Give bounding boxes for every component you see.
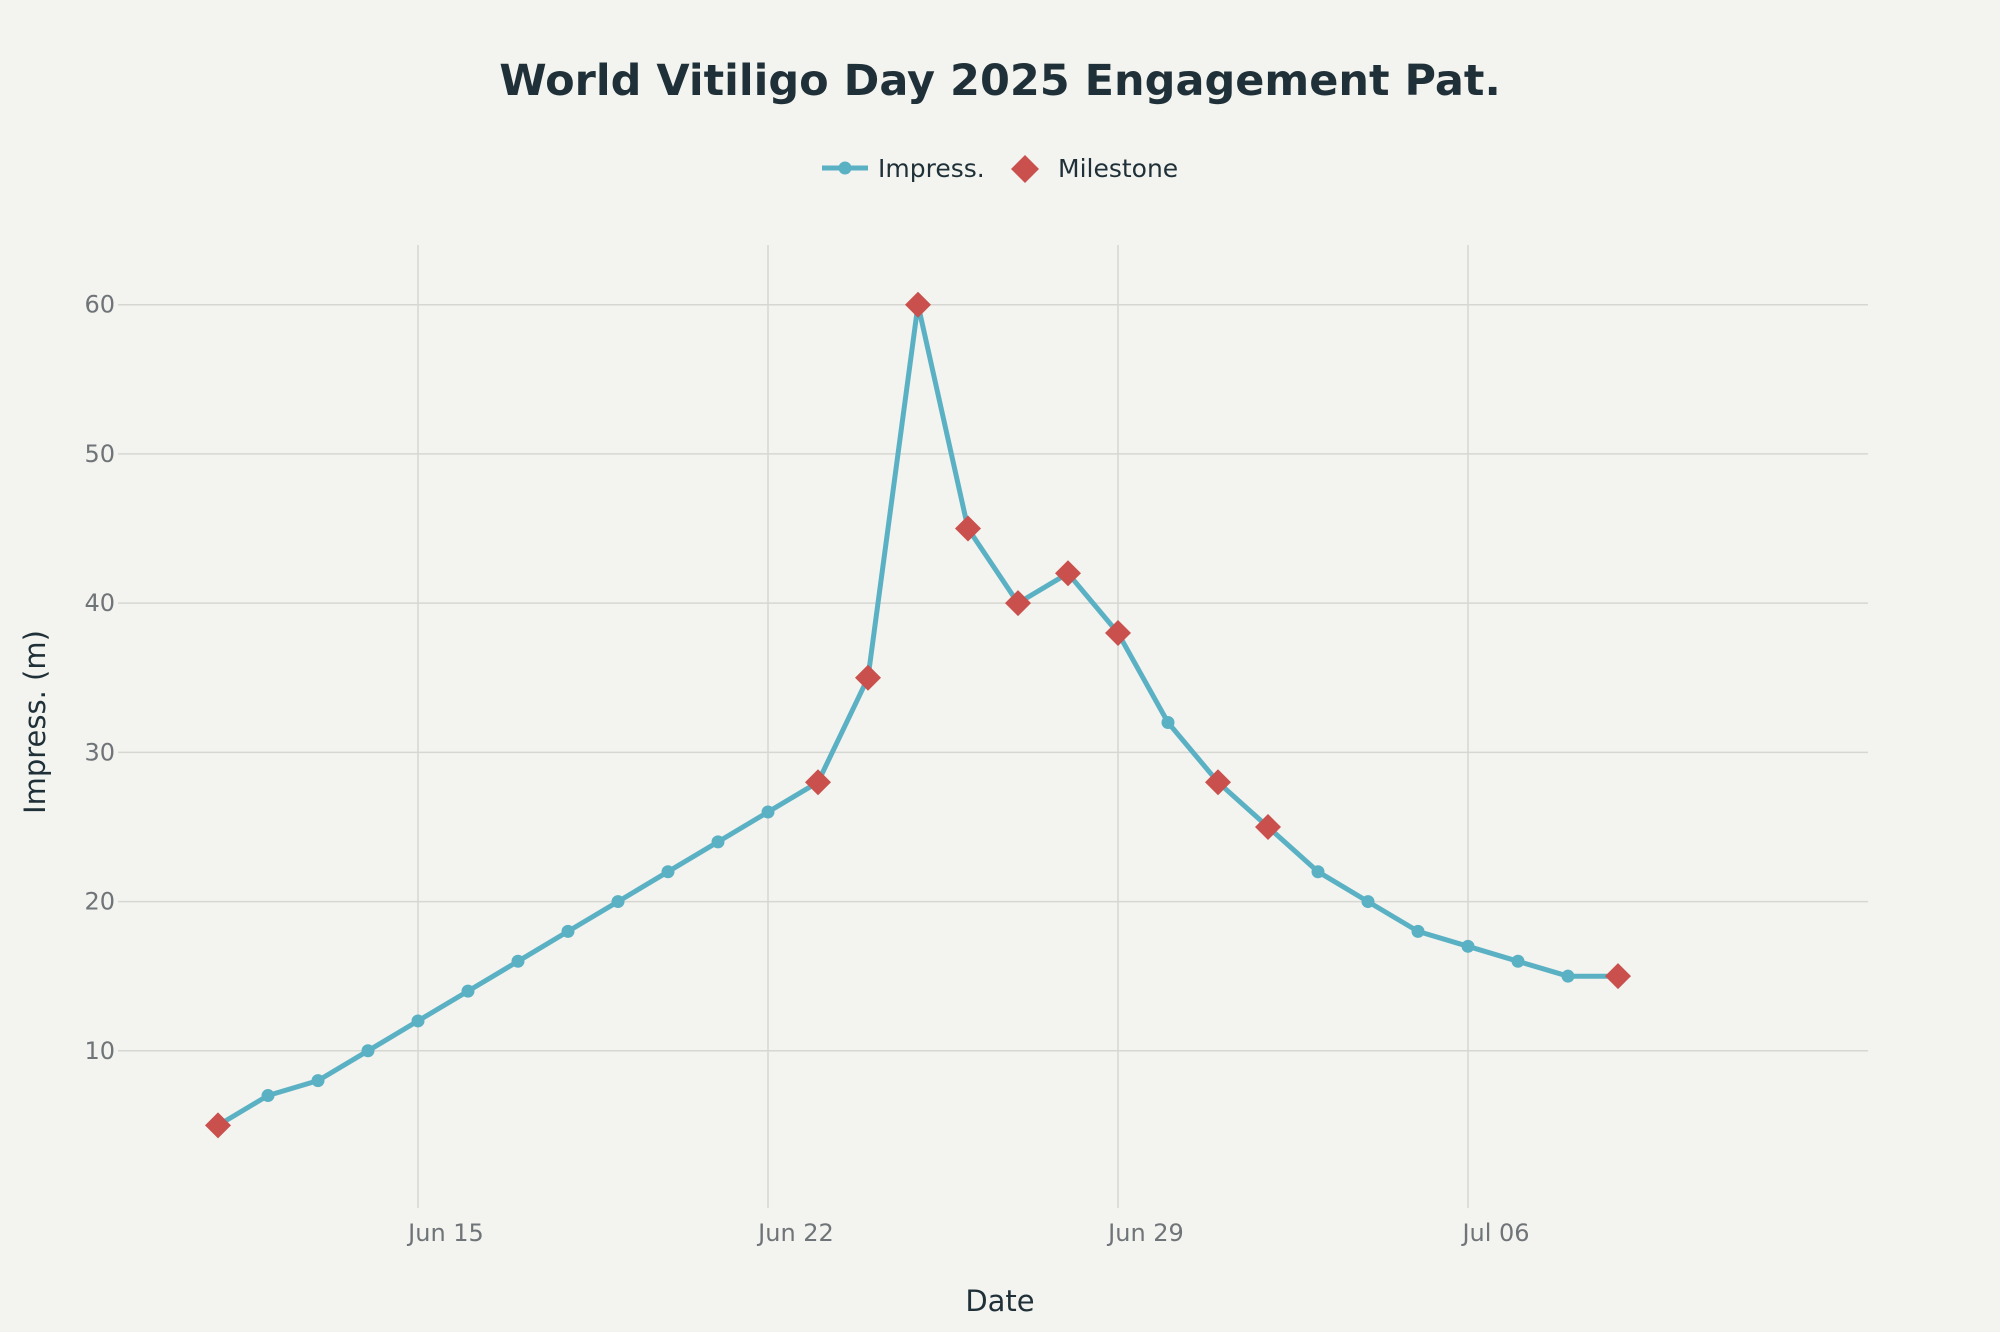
y-tick-label: 30: [84, 738, 115, 766]
y-tick-label: 60: [84, 291, 115, 319]
y-tick-label: 10: [84, 1037, 115, 1065]
milestone-marker: [855, 664, 881, 691]
x-axis-title: Date: [965, 1284, 1034, 1318]
impressions-point: [511, 954, 525, 968]
y-tick-label: 20: [84, 888, 115, 916]
y-tick-label: 50: [84, 440, 115, 468]
impressions-point: [311, 1074, 325, 1088]
milestone-marker: [1605, 963, 1631, 990]
impressions-point: [661, 865, 675, 879]
legend-item-impressions[interactable]: Impress.: [822, 154, 985, 183]
impressions-point: [1311, 865, 1325, 879]
legend-diamond-marker: [1011, 155, 1039, 183]
milestone-marker: [1205, 769, 1231, 796]
milestone-marker: [1055, 560, 1081, 587]
impressions-point: [1561, 969, 1575, 983]
x-tick-label: Jun 15: [406, 1219, 484, 1247]
milestone-marker: [1255, 813, 1281, 840]
x-tick-label: Jun 29: [1106, 1219, 1184, 1247]
impressions-point: [1511, 954, 1525, 968]
legend-circle-marker: [838, 161, 852, 175]
impressions-point: [561, 924, 575, 938]
impressions-point: [1361, 895, 1375, 909]
milestone-marker: [1005, 590, 1031, 617]
chart-title: World Vitiligo Day 2025 Engagement Pat.: [499, 56, 1501, 106]
grid: [118, 245, 1868, 1208]
impressions-point: [461, 984, 475, 998]
impressions-point: [411, 1014, 425, 1028]
impressions-point: [361, 1044, 375, 1058]
impressions-point: [261, 1089, 275, 1103]
impressions-point: [1411, 924, 1425, 938]
y-tick-label: 40: [84, 589, 115, 617]
milestone-marker: [905, 291, 931, 318]
legend: Impress. Milestone: [822, 154, 1178, 183]
impressions-point: [1161, 716, 1175, 729]
y-axis-ticks: 10 20 30 40 50 60: [84, 291, 115, 1065]
impressions-point: [611, 895, 625, 909]
impressions-point: [711, 835, 725, 849]
milestone-marker: [955, 515, 981, 542]
milestone-marker: [805, 769, 831, 796]
x-tick-label: Jul 06: [1460, 1219, 1529, 1247]
milestone-marker: [1105, 619, 1131, 646]
x-axis-ticks: Jun 15 Jun 22 Jun 29 Jul 06: [406, 1219, 1529, 1247]
impressions-point: [761, 805, 775, 819]
legend-item-milestone[interactable]: Milestone: [1011, 154, 1178, 183]
legend-label-impressions: Impress.: [878, 154, 985, 183]
x-tick-label: Jun 22: [756, 1219, 834, 1247]
impressions-point: [1461, 939, 1475, 953]
legend-label-milestone: Milestone: [1058, 154, 1178, 183]
y-axis-title: Impress. (m): [18, 630, 52, 814]
milestone-marker: [205, 1112, 231, 1139]
plot-area: [205, 291, 1631, 1139]
